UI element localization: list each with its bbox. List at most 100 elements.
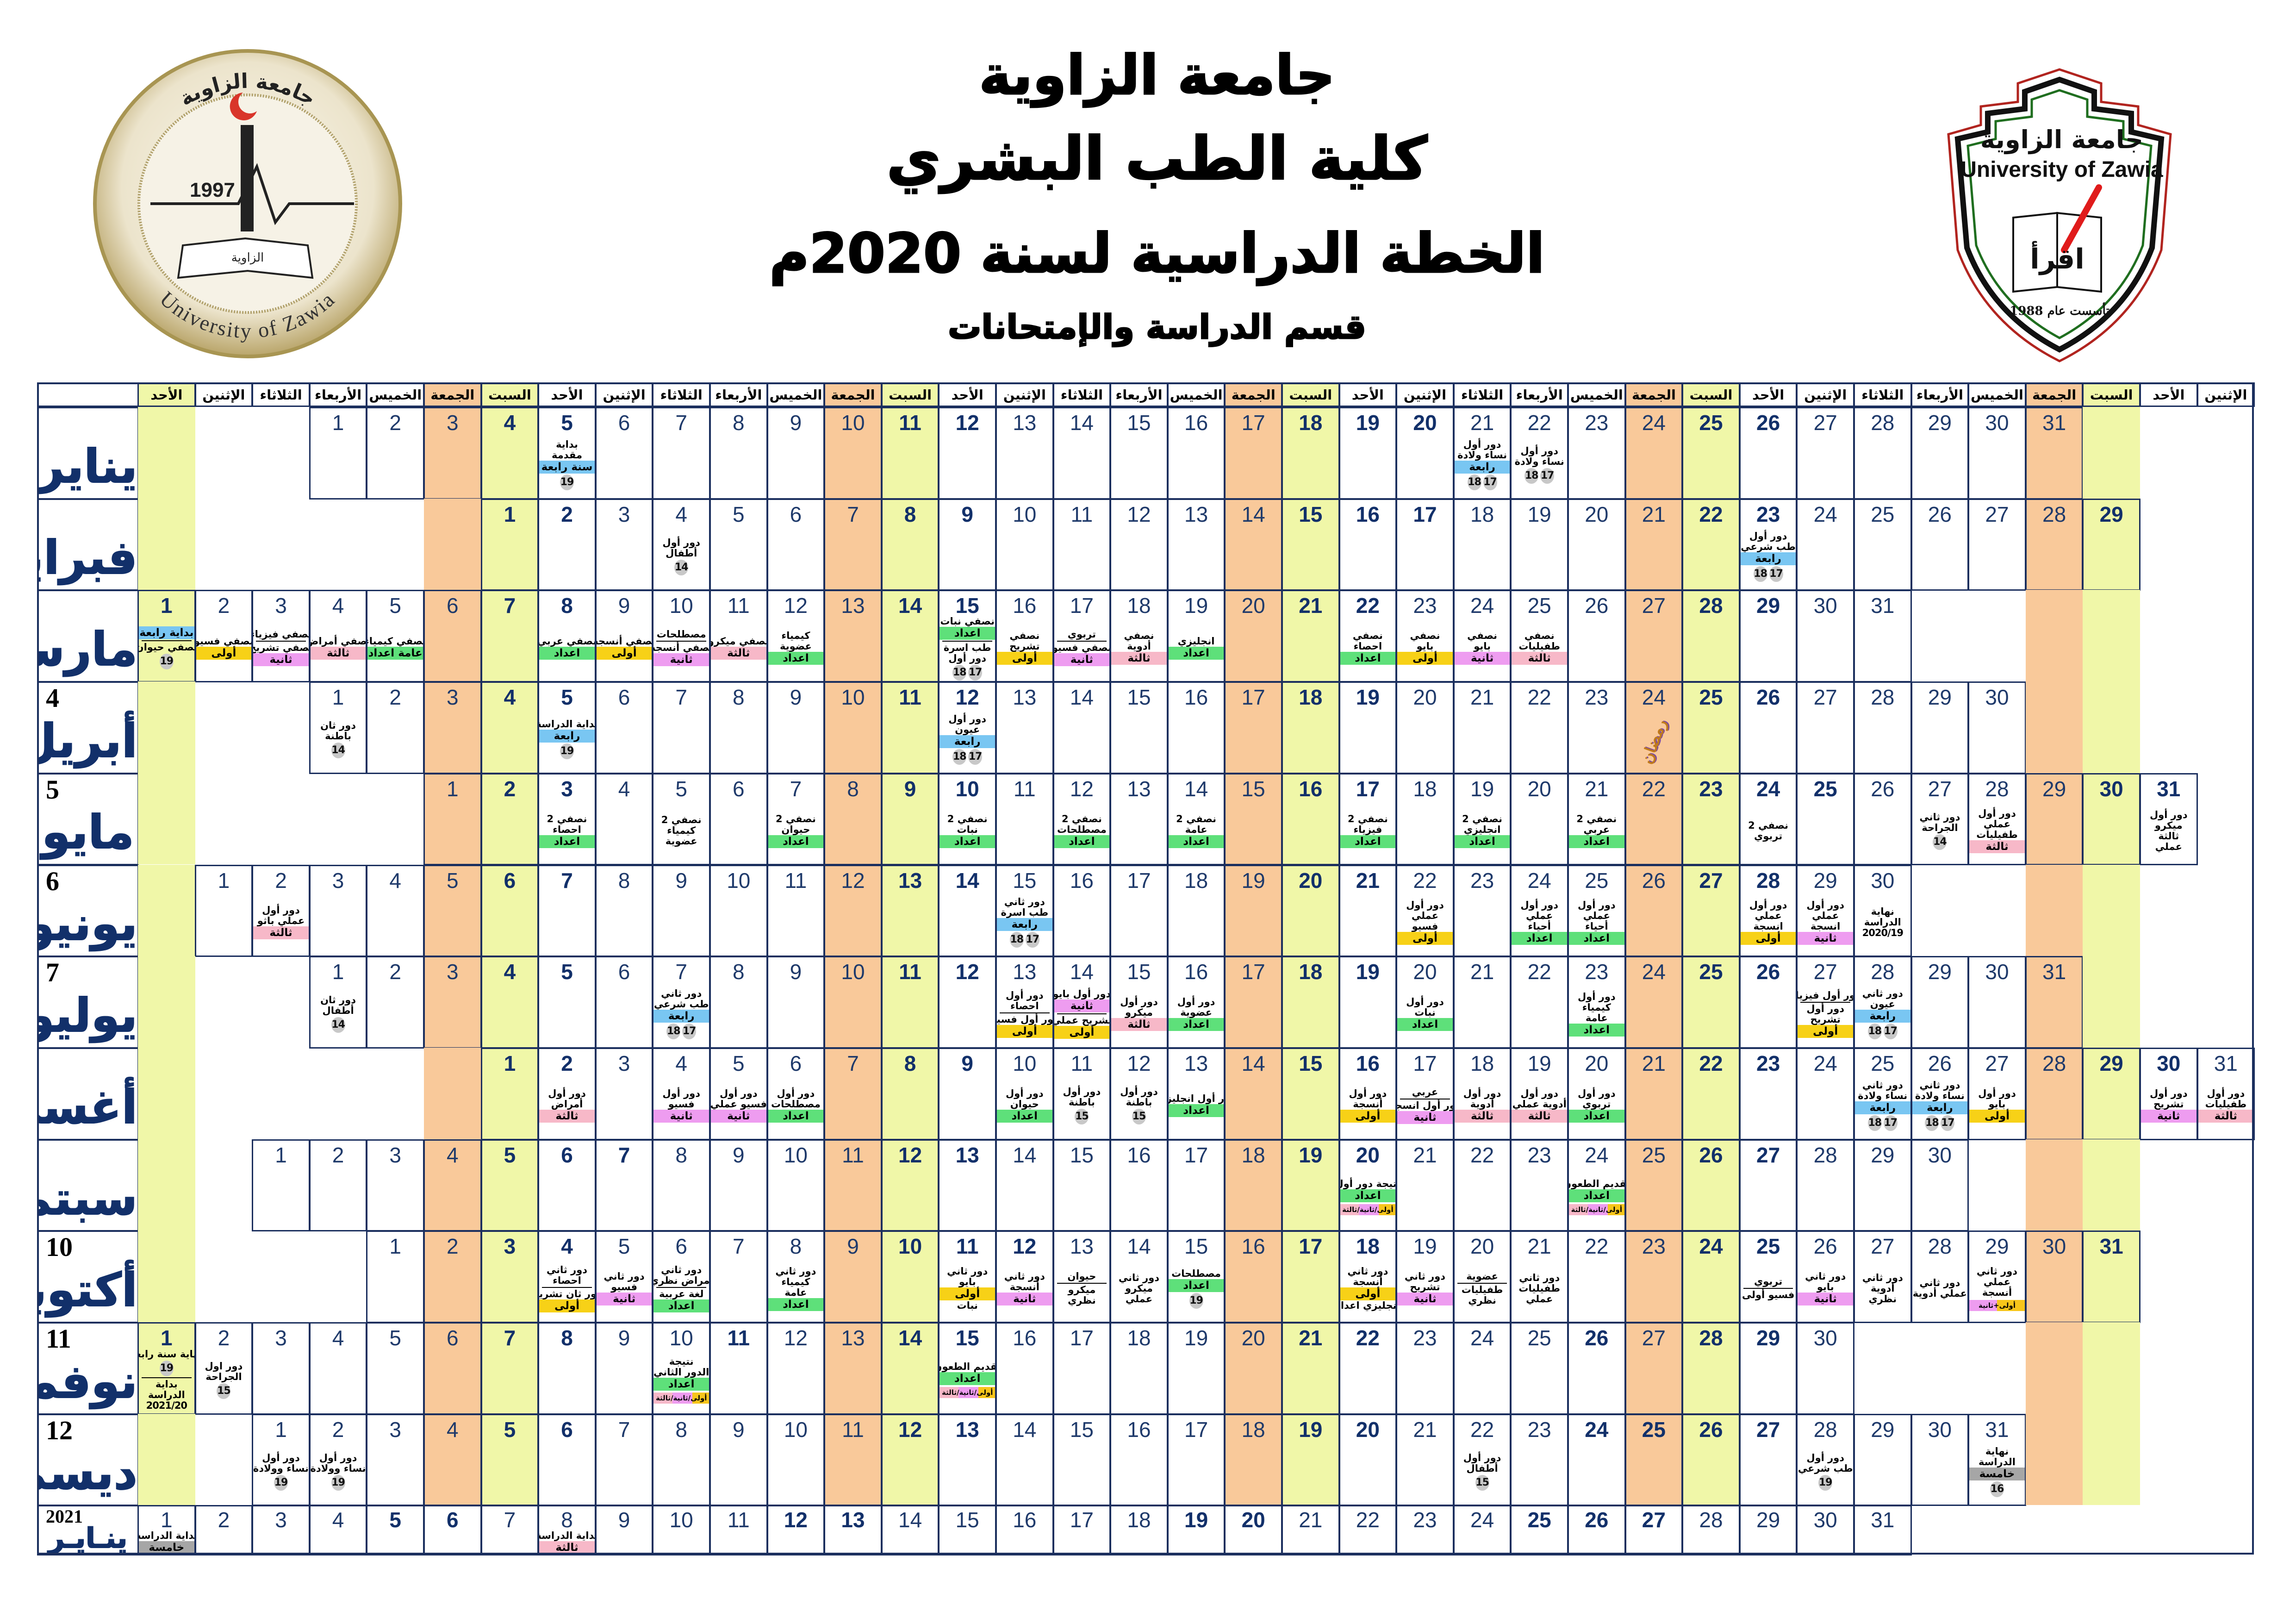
day-cell[interactable]: 30	[1910, 1413, 1969, 1506]
day-cell[interactable]: 19	[1338, 681, 1397, 774]
day-cell[interactable]: 15	[938, 1505, 996, 1556]
day-cell[interactable]: 7	[538, 864, 596, 957]
day-cell[interactable]: 1	[480, 1047, 539, 1140]
day-cell[interactable]: 3	[423, 407, 482, 500]
day-cell[interactable]: 31 دور أول ميكرو ثالثة عملي	[2140, 773, 2198, 866]
day-cell[interactable]: 22 دور أول نساء ولادة 17 18	[1510, 407, 1568, 500]
day-cell[interactable]: 12	[938, 407, 996, 500]
day-cell[interactable]: 24 رمضان	[1624, 681, 1683, 774]
day-cell[interactable]: 28	[2025, 1047, 2084, 1140]
day-cell[interactable]: 10	[652, 1505, 710, 1556]
day-cell[interactable]: 31	[2025, 407, 2084, 500]
day-cell[interactable]: 13	[824, 1505, 882, 1556]
day-cell[interactable]: 4	[423, 1413, 482, 1506]
day-cell[interactable]: 11 دور ثاني بايو أولى نبات	[938, 1230, 996, 1323]
day-cell[interactable]: 26	[1739, 407, 1798, 500]
day-cell[interactable]: 14	[1052, 407, 1111, 500]
day-cell[interactable]: 7	[652, 407, 710, 500]
day-cell[interactable]: 20	[1568, 498, 1626, 591]
day-cell[interactable]: 19	[1510, 498, 1568, 591]
day-cell[interactable]: 17	[1282, 1230, 1340, 1323]
day-cell[interactable]: 1	[480, 498, 539, 591]
day-cell[interactable]: 7	[480, 1505, 539, 1556]
day-cell[interactable]: 19	[1167, 1505, 1226, 1556]
day-cell[interactable]: 26 دور ثاني نساء ولادة رابعة 17 18	[1910, 1047, 1969, 1140]
day-cell[interactable]: 14 نصفي 2 عامة اعداد	[1167, 773, 1226, 866]
day-cell[interactable]: 18 نصفي أدوية ثالثة	[1110, 590, 1168, 683]
day-cell[interactable]: 28	[1682, 590, 1740, 683]
day-cell[interactable]: 24	[1796, 1047, 1854, 1140]
day-cell[interactable]: 19	[1167, 1322, 1226, 1415]
day-cell[interactable]: 7	[824, 1047, 882, 1140]
day-cell[interactable]: 18	[1282, 407, 1340, 500]
day-cell[interactable]: 3	[480, 1230, 539, 1323]
day-cell[interactable]: 11	[766, 864, 825, 957]
day-cell[interactable]: 19	[1282, 1413, 1340, 1506]
day-cell[interactable]: 17 نصفي 2 فيزياء اعداد	[1338, 773, 1397, 866]
day-cell[interactable]: 9	[766, 407, 825, 500]
day-cell[interactable]: 6	[480, 864, 539, 957]
day-cell[interactable]: 3 نصفي فيزياء نصفي تشريح ثانية	[252, 590, 310, 683]
day-cell[interactable]: 30 دور أول تشريح ثانية	[2140, 1047, 2198, 1140]
day-cell[interactable]: 5 نصفي كيمياء عامة اعداد	[366, 590, 424, 683]
day-cell[interactable]: 21	[1282, 590, 1340, 683]
day-cell[interactable]: 8	[709, 956, 768, 1049]
day-cell[interactable]: 23	[1568, 681, 1626, 774]
day-cell[interactable]: 4 دور أول فسيو ثانية	[652, 1047, 710, 1140]
day-cell[interactable]: 6	[538, 1139, 596, 1232]
day-cell[interactable]: 26	[1910, 498, 1969, 591]
day-cell[interactable]: 12	[1110, 498, 1168, 591]
day-cell[interactable]: 22	[1624, 773, 1683, 866]
day-cell[interactable]: 25 دور أول عملي أحياء اعداد	[1568, 864, 1626, 957]
day-cell[interactable]: 16	[996, 1322, 1054, 1415]
day-cell[interactable]: 9	[938, 1047, 996, 1140]
day-cell[interactable]: 4	[423, 1139, 482, 1232]
day-cell[interactable]: 21 نصفي 2 عربي اعداد	[1568, 773, 1626, 866]
day-cell[interactable]: 24	[1624, 956, 1683, 1049]
day-cell[interactable]: 7	[652, 681, 710, 774]
day-cell[interactable]: 20	[1396, 681, 1454, 774]
day-cell[interactable]: 24 نصفي بايو ثانية	[1453, 590, 1512, 683]
day-cell[interactable]: 14	[1224, 1047, 1282, 1140]
day-cell[interactable]: 6	[709, 773, 768, 866]
day-cell[interactable]: 6	[423, 590, 482, 683]
day-cell[interactable]: 16 دور أول أنسجة أولى	[1338, 1047, 1397, 1140]
day-cell[interactable]: 19	[1224, 864, 1282, 957]
day-cell[interactable]: 1 دور أول نساء وولادة 19	[252, 1413, 310, 1506]
day-cell[interactable]: 28	[1854, 407, 1912, 500]
day-cell[interactable]: 12	[938, 956, 996, 1049]
day-cell[interactable]: 25	[1682, 681, 1740, 774]
day-cell[interactable]: 3	[309, 864, 367, 957]
day-cell[interactable]: 14	[938, 864, 996, 957]
day-cell[interactable]: 31	[1854, 590, 1912, 683]
day-cell[interactable]: 20نتيجة دور أولاعدادأولى/ثانية/ثالثة	[1338, 1139, 1397, 1232]
day-cell[interactable]: 31 دور أول طفيليات ثالثة	[2196, 1047, 2255, 1140]
day-cell[interactable]: 21	[1338, 864, 1397, 957]
day-cell[interactable]: 22 دور أول أطفال 15	[1453, 1413, 1512, 1506]
day-cell[interactable]: 7	[595, 1413, 653, 1506]
day-cell[interactable]: 15 مصطلحات اعداد 19	[1167, 1230, 1226, 1323]
day-cell[interactable]: 12	[881, 1139, 940, 1232]
day-cell[interactable]: 12 دور ثاني أنسجة ثانية	[996, 1230, 1054, 1323]
day-cell[interactable]: 19 انجليزي اعداد	[1167, 590, 1226, 683]
day-cell[interactable]: 25	[1624, 1139, 1683, 1232]
day-cell[interactable]: 12	[881, 1413, 940, 1506]
day-cell[interactable]: 24 دور أول عملي أحياء اعداد	[1510, 864, 1568, 957]
day-cell[interactable]: 16	[1224, 1230, 1282, 1323]
day-cell[interactable]: 24	[1453, 1505, 1512, 1556]
day-cell[interactable]: 8 نصفي عربي اعداد	[538, 590, 596, 683]
day-cell[interactable]: 9	[652, 864, 710, 957]
day-cell[interactable]: 1	[366, 1230, 424, 1323]
day-cell[interactable]: 29 دور ثاني عملي أنسجة أولى+ثانية	[1968, 1230, 2026, 1323]
day-cell[interactable]: 16	[1167, 681, 1226, 774]
day-cell[interactable]: 24	[1453, 1322, 1512, 1415]
day-cell[interactable]: 18 دور أول أدوية ثالثة	[1453, 1047, 1512, 1140]
day-cell[interactable]: 27	[1796, 681, 1854, 774]
day-cell[interactable]: 20	[1282, 864, 1340, 957]
day-cell[interactable]: 7	[595, 1139, 653, 1232]
day-cell[interactable]: 19	[1338, 956, 1397, 1049]
day-cell[interactable]: 13	[938, 1413, 996, 1506]
day-cell[interactable]: 30	[2025, 1230, 2084, 1323]
